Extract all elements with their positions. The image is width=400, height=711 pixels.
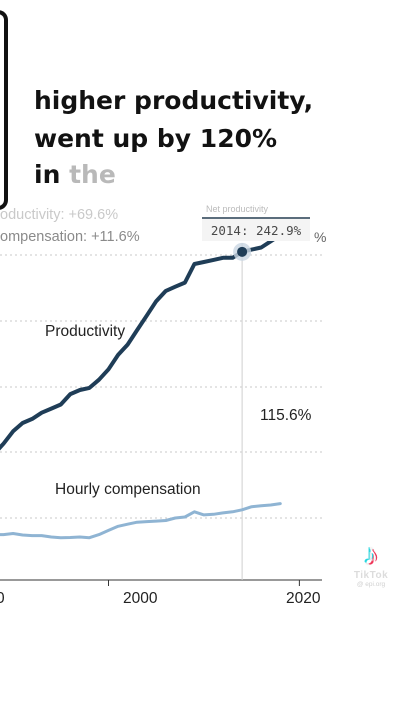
tiktok-name: TikTok <box>353 570 389 581</box>
edge-percent: % <box>314 229 327 245</box>
caption-line-1: higher productivity, <box>34 86 314 115</box>
productivity-label: Productivity <box>45 323 126 340</box>
compensation-stat: ompensation: +11.6% <box>0 229 140 245</box>
x-tick-label: 2000 <box>123 590 158 607</box>
caption-line-2: went up by 120% <box>34 124 278 153</box>
compensation-line <box>0 502 282 540</box>
x-tick-label: 0 <box>0 590 5 607</box>
productivity-line <box>0 233 283 451</box>
compensation-label: Hourly compensation <box>55 481 201 498</box>
tooltip-value: 2014: 242.9% <box>202 217 310 241</box>
tiktok-handle: @ epi.org <box>356 581 386 588</box>
caption-word-the: the <box>69 160 116 189</box>
caption-bracket <box>0 10 8 210</box>
x-tick-label: 2020 <box>286 590 321 607</box>
caption-overlay: higher productivity, went up by 120% in … <box>0 0 400 210</box>
highlight-point <box>237 246 248 257</box>
tiktok-note-icon: ♪ <box>364 539 378 570</box>
tiktok-watermark: ♪ TikTok @ epi.org <box>346 539 396 589</box>
caption-line-3: in the <box>34 160 116 189</box>
productivity-stat: oductivity: +69.6% <box>0 207 119 223</box>
caption-word-in: in <box>34 160 61 189</box>
tooltip-heading: Net productivity <box>206 204 269 214</box>
compensation-end-label: 115.6% <box>260 407 312 424</box>
